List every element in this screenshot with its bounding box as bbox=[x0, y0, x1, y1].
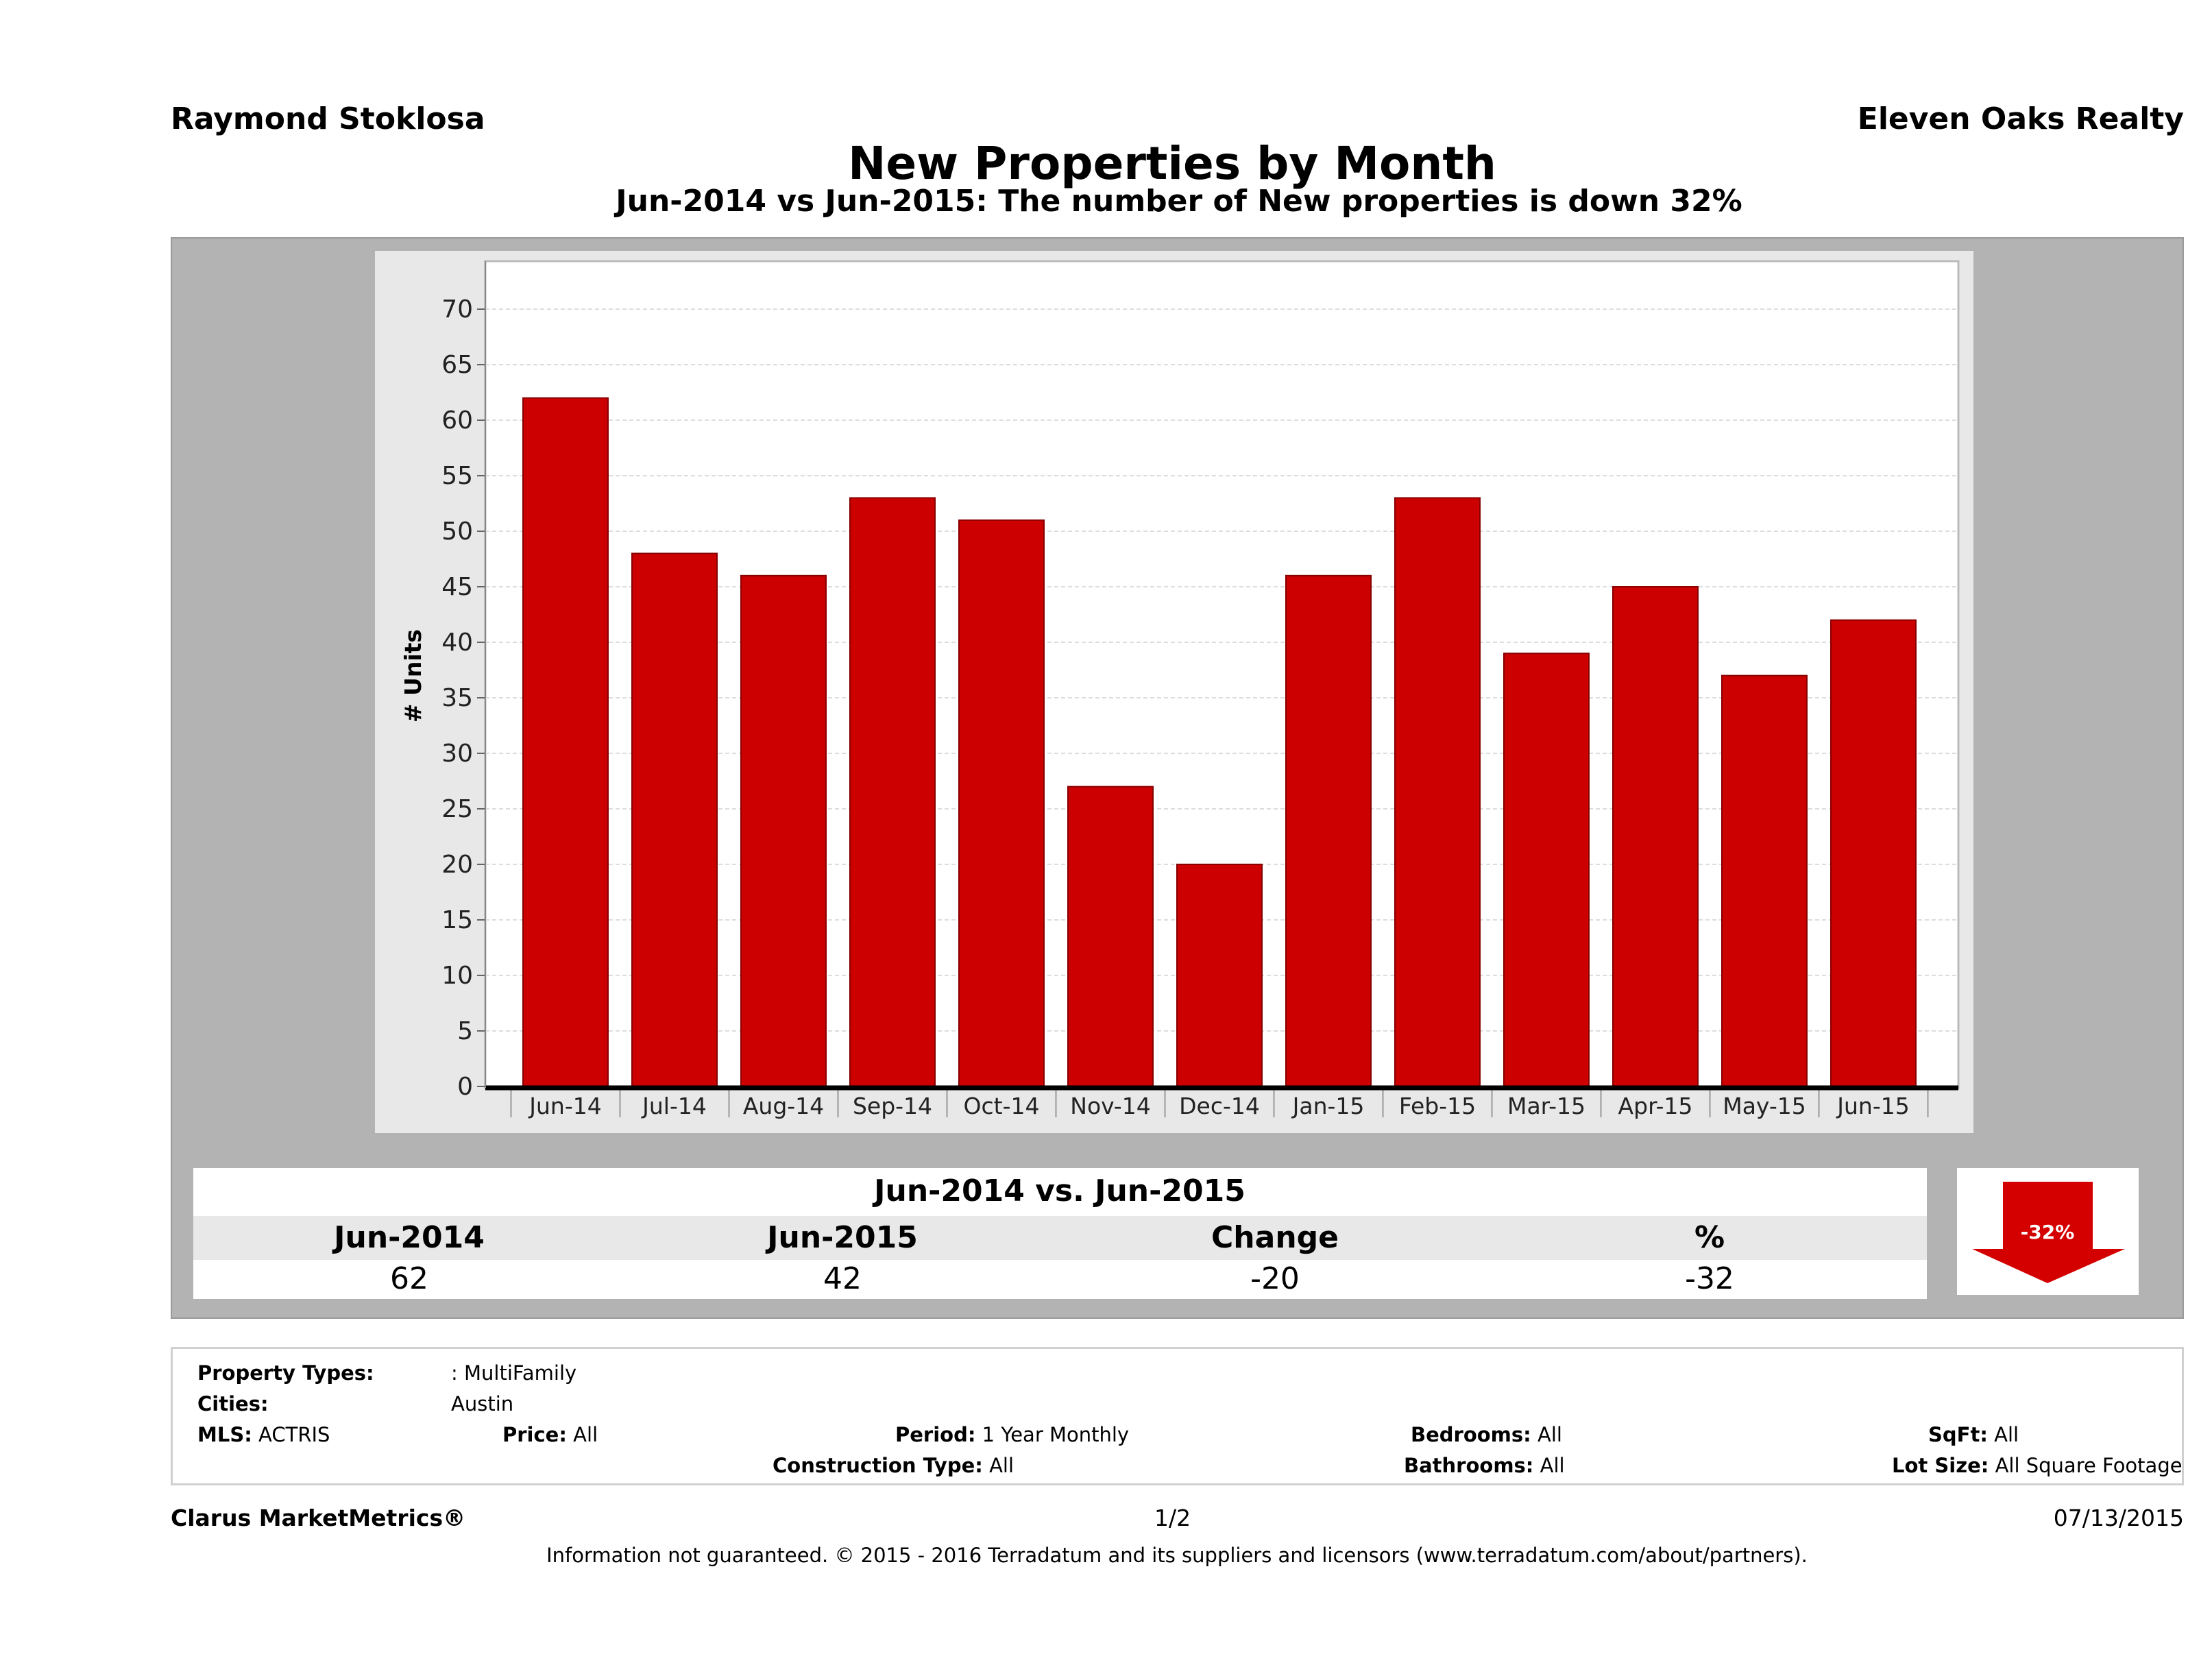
value-percent: -32 bbox=[1685, 1261, 1734, 1296]
y-tick-label: 0 bbox=[457, 1073, 473, 1101]
cities-label: Cities: bbox=[197, 1392, 269, 1415]
bar-Feb-15 bbox=[1394, 497, 1481, 1087]
y-tick-label: 55 bbox=[441, 462, 473, 490]
bathrooms-value: All bbox=[1540, 1454, 1565, 1477]
bar-Dec-14 bbox=[1176, 864, 1263, 1087]
construction-value: All bbox=[989, 1454, 1014, 1477]
y-axis-title: # Units bbox=[400, 629, 426, 722]
footer-brand: Clarus MarketMetrics® bbox=[171, 1505, 466, 1531]
y-tick-label: 45 bbox=[441, 573, 473, 601]
summary-header-row: Jun-2014 Jun-2015 Change % bbox=[193, 1216, 1927, 1260]
value-change: -20 bbox=[1250, 1261, 1300, 1296]
x-tick-label: Mar-15 bbox=[1507, 1093, 1585, 1119]
value-jun-2015: 42 bbox=[823, 1261, 862, 1296]
page-number: 1/2 bbox=[1154, 1505, 1191, 1531]
x-tick-label: Oct-14 bbox=[964, 1093, 1040, 1119]
mls-value: ACTRIS bbox=[258, 1423, 330, 1446]
x-tick-label: May-15 bbox=[1723, 1093, 1806, 1119]
property-types-label: Property Types: bbox=[197, 1361, 374, 1385]
bedrooms-label: Bedrooms: bbox=[1411, 1423, 1531, 1446]
report-date: 07/13/2015 bbox=[2053, 1505, 2184, 1531]
x-tick-label: Nov-14 bbox=[1070, 1093, 1150, 1119]
bar-Jun-14 bbox=[522, 397, 609, 1087]
header-jun-2015: Jun-2015 bbox=[767, 1220, 918, 1255]
bar-Jan-15 bbox=[1285, 574, 1372, 1087]
summary-values-row: 62 42 -20 -32 bbox=[193, 1260, 1927, 1299]
brokerage-name: Eleven Oaks Realty bbox=[1857, 101, 2184, 136]
construction-label: Construction Type: bbox=[773, 1454, 983, 1477]
disclaimer: Information not guaranteed. © 2015 - 201… bbox=[546, 1544, 1808, 1567]
y-tick-label: 25 bbox=[441, 795, 473, 823]
header-change: Change bbox=[1211, 1220, 1339, 1255]
summary-title-row: Jun-2014 vs. Jun-2015 bbox=[193, 1168, 1927, 1216]
filter-summary: Property Types: : MultiFamily Cities: Au… bbox=[171, 1347, 2184, 1485]
header-percent: % bbox=[1694, 1220, 1725, 1255]
summary-title: Jun-2014 vs. Jun-2015 bbox=[874, 1174, 1245, 1208]
down-arrow-icon: -32% bbox=[1972, 1182, 2125, 1283]
y-tick-label: 5 bbox=[457, 1017, 473, 1045]
mls-label: MLS: bbox=[197, 1423, 252, 1446]
header-jun-2014: Jun-2014 bbox=[334, 1220, 485, 1255]
property-types-value: : MultiFamily bbox=[451, 1361, 577, 1385]
y-tick-label: 70 bbox=[441, 295, 473, 324]
bar-chart: 0 5 10 15 20 25 30 35 40 45 50 55 60 65 70 Jun-14 Jul-14… bbox=[400, 260, 1960, 1119]
x-tick-label: Jan-15 bbox=[1291, 1093, 1365, 1119]
x-tick-label: Jun-14 bbox=[528, 1093, 601, 1119]
y-tick-label: 60 bbox=[441, 406, 473, 435]
bar-Aug-14 bbox=[740, 574, 827, 1087]
trend-badge: -32% bbox=[1957, 1168, 2139, 1295]
sqft-value: All bbox=[1994, 1423, 2019, 1446]
period-label: Period: bbox=[895, 1423, 976, 1446]
y-tick-label: 35 bbox=[441, 684, 473, 712]
period-value: 1 Year Monthly bbox=[982, 1423, 1130, 1446]
chart-title: New Properties by Month bbox=[848, 137, 1496, 190]
agent-name: Raymond Stoklosa bbox=[171, 101, 485, 136]
y-tick-label: 15 bbox=[441, 906, 473, 934]
y-tick-label: 30 bbox=[441, 740, 473, 768]
bar-Apr-15 bbox=[1612, 586, 1699, 1087]
value-jun-2014: 62 bbox=[390, 1261, 428, 1296]
trend-badge-label: -32% bbox=[2021, 1221, 2075, 1243]
bar-Nov-14 bbox=[1067, 786, 1154, 1087]
x-tick-label: Jul-14 bbox=[641, 1093, 707, 1119]
bar-Sep-14 bbox=[849, 497, 936, 1087]
lot-size-label: Lot Size: bbox=[1892, 1454, 1989, 1477]
y-tick-label: 50 bbox=[441, 518, 473, 546]
x-tick-label: Apr-15 bbox=[1618, 1093, 1693, 1119]
y-tick-label: 65 bbox=[441, 351, 473, 379]
chart-subtitle: Jun-2014 vs Jun-2015: The number of New … bbox=[616, 184, 1742, 219]
sqft-label: SqFt: bbox=[1928, 1423, 1988, 1446]
bar-Oct-14 bbox=[958, 519, 1045, 1087]
bar-Jun-15 bbox=[1830, 619, 1917, 1087]
bathrooms-label: Bathrooms: bbox=[1404, 1454, 1534, 1477]
y-tick-label: 20 bbox=[441, 851, 473, 879]
y-tick-label: 10 bbox=[441, 962, 473, 990]
x-tick-label: Sep-14 bbox=[853, 1093, 932, 1119]
x-tick-label: Aug-14 bbox=[743, 1093, 824, 1119]
bar-May-15 bbox=[1721, 674, 1808, 1087]
x-tick-label: Jun-15 bbox=[1836, 1093, 1909, 1119]
bedrooms-value: All bbox=[1537, 1423, 1562, 1446]
x-tick-label: Dec-14 bbox=[1179, 1093, 1260, 1119]
price-value: All bbox=[573, 1423, 598, 1446]
x-tick-label: Feb-15 bbox=[1399, 1093, 1476, 1119]
lot-size-value: All Square Footage bbox=[1995, 1454, 2183, 1477]
bar-Jul-14 bbox=[631, 552, 718, 1087]
cities-value: Austin bbox=[451, 1392, 514, 1415]
bar-Mar-15 bbox=[1503, 653, 1590, 1087]
price-label: Price: bbox=[502, 1423, 567, 1446]
y-tick-label: 40 bbox=[441, 629, 473, 657]
